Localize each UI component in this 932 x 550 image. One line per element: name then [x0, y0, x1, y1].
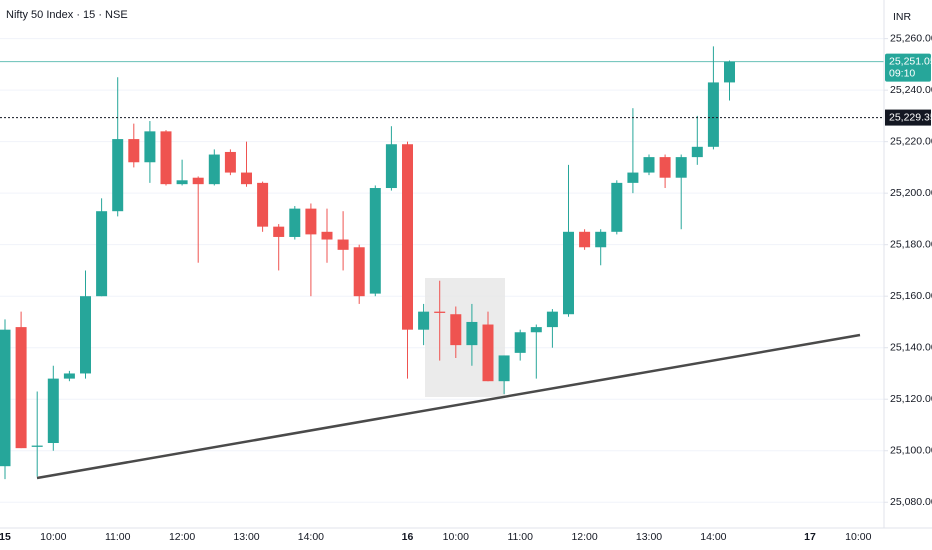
candle-body: [691, 146, 703, 158]
x-tick-label: 11:00: [507, 531, 533, 543]
candle-body: [208, 154, 220, 185]
y-tick-label: 25,260.00: [890, 32, 932, 44]
candle-body: [257, 182, 269, 227]
y-tick-label: 25,120.00: [890, 393, 932, 405]
candle-body: [724, 61, 735, 83]
x-tick-label: 16: [402, 531, 414, 543]
x-tick-label: 13:00: [233, 531, 259, 543]
x-tick-label: 10:00: [845, 531, 871, 543]
candle-body: [353, 247, 365, 297]
candle-body: [80, 296, 91, 374]
candle-body: [675, 157, 687, 178]
candle-body: [15, 327, 27, 449]
candle-body: [659, 157, 671, 178]
candle-body: [176, 180, 188, 185]
candle-body: [0, 329, 11, 467]
candle-body: [498, 355, 510, 382]
candle-body: [321, 231, 333, 240]
candle-body: [643, 157, 655, 173]
x-tick-label: 12:00: [571, 531, 597, 543]
y-tick-label: 25,200.00: [890, 187, 932, 199]
currency-box[interactable]: [886, 5, 928, 29]
candle-body: [31, 445, 43, 447]
y-tick-label: 25,220.00: [890, 135, 932, 147]
candle-body: [530, 327, 542, 333]
last-price-label: 25,251.05: [889, 55, 932, 67]
countdown: 09:10: [889, 67, 915, 79]
candle-body: [192, 177, 204, 185]
crosshair-label: 25,229.35: [889, 111, 932, 123]
candle-body: [627, 172, 639, 183]
x-tick-label: 10:00: [443, 531, 469, 543]
last-price-tag: [885, 53, 931, 82]
candle-body: [466, 321, 478, 346]
candle-body: [514, 332, 526, 353]
x-tick-label: 11:00: [105, 531, 131, 543]
candle-body: [305, 208, 317, 235]
x-tick-label: 13:00: [636, 531, 662, 543]
candle-body: [96, 211, 108, 297]
candle-body: [385, 144, 397, 189]
candle-body: [112, 139, 124, 212]
currency[interactable]: INR: [893, 11, 912, 23]
candles: [0, 46, 735, 480]
chart-title: Nifty 50 Index · 15 · NSE: [6, 9, 128, 21]
candle-body: [241, 172, 252, 185]
candle-body: [450, 314, 462, 346]
y-tick-label: 25,180.00: [890, 238, 932, 250]
y-tick-label: 25,240.00: [890, 84, 932, 96]
candle-body: [369, 188, 381, 294]
candle-body: [160, 131, 172, 185]
x-tick-label: 14:00: [700, 531, 726, 543]
candle-body: [707, 82, 719, 147]
candle-body: [563, 231, 574, 315]
x-tick-label: 12:00: [169, 531, 195, 543]
y-tick-label: 25,080.00: [890, 496, 932, 508]
candle-body: [224, 151, 236, 173]
x-tick-label: 17: [804, 531, 816, 543]
candle-body: [611, 182, 623, 232]
crosshair-tag: [885, 109, 931, 126]
candle-body: [546, 311, 558, 328]
y-tick-label: 25,160.00: [890, 290, 932, 302]
candle-body: [482, 324, 494, 382]
trend-line: [36, 333, 861, 480]
candle-body: [595, 231, 607, 248]
x-tick-label: 14:00: [298, 531, 324, 543]
candle-body: [337, 239, 349, 250]
candle-body: [128, 139, 140, 163]
candle-body: [402, 144, 413, 330]
candle-body: [47, 378, 59, 444]
y-tick-label: 25,100.00: [890, 445, 932, 457]
x-tick-label: 15: [0, 531, 11, 543]
candle-body: [418, 311, 430, 330]
candle-body: [289, 208, 301, 237]
candle-body: [579, 231, 591, 248]
x-tick-label: 10:00: [40, 531, 66, 543]
overlay: [0, 61, 884, 119]
candle-body: [63, 373, 75, 379]
candle-body: [144, 131, 156, 163]
y-tick-label: 25,140.00: [890, 341, 932, 353]
candle-body: [434, 311, 446, 313]
candle-body: [273, 226, 285, 237]
